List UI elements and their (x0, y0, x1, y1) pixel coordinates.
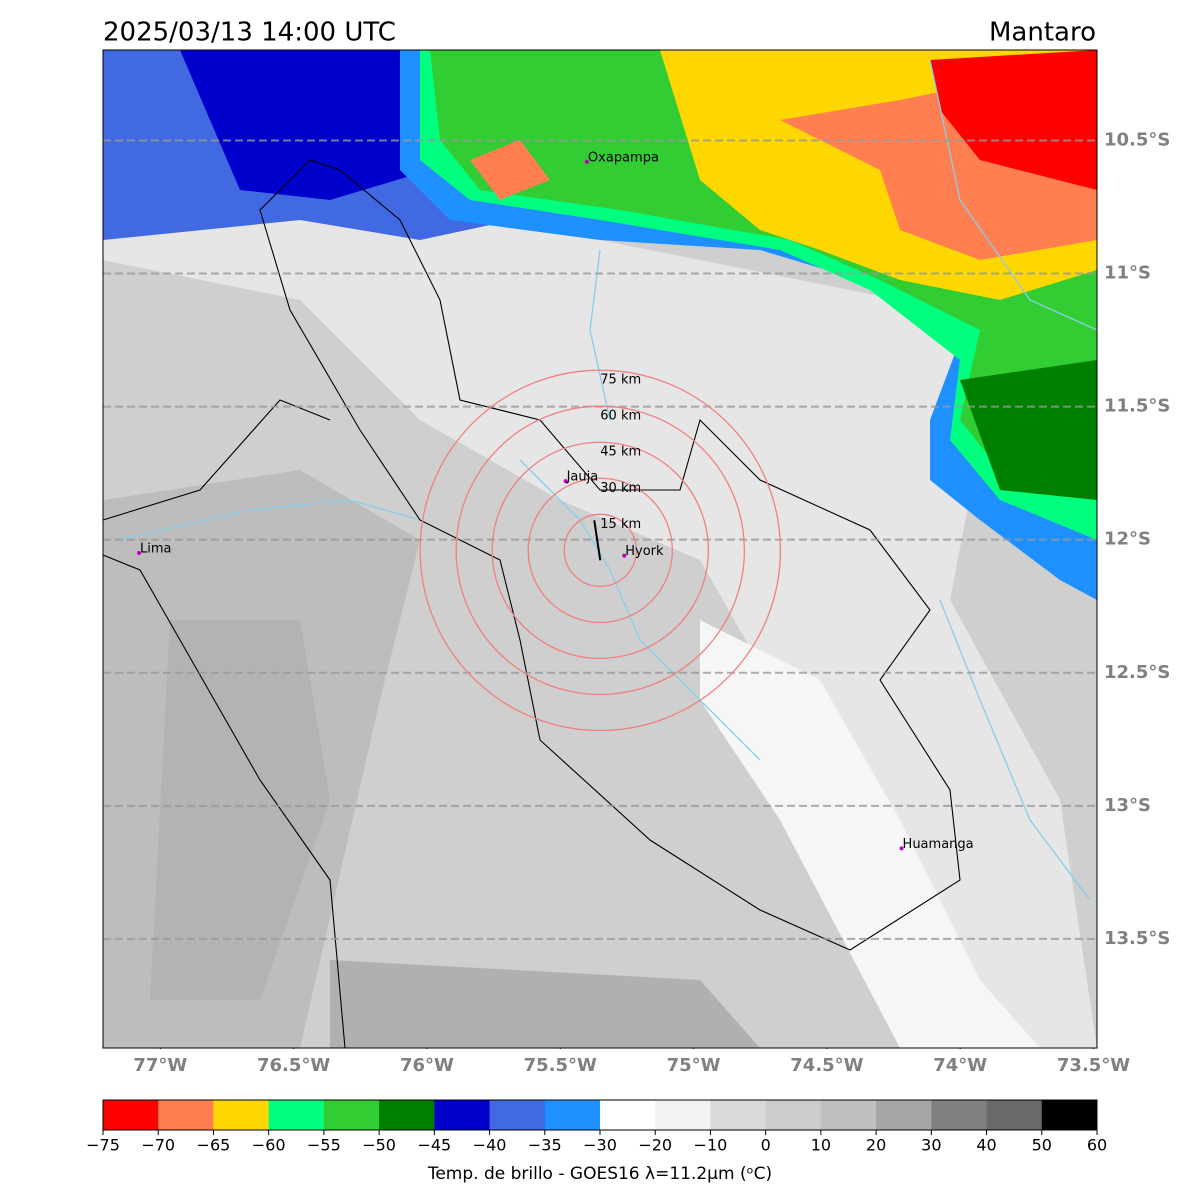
colorbar-tick-label: −10 (694, 1136, 728, 1155)
range-ring (527, 477, 673, 624)
lon-label: 75.5°W (524, 1055, 597, 1076)
range-label: 75 km (600, 373, 641, 388)
colorbar-tick-label: −60 (252, 1136, 286, 1155)
colorbar-tick-label: 30 (921, 1136, 941, 1155)
lon-label: 75°W (667, 1055, 721, 1076)
colorbar-segment (323, 1100, 380, 1130)
colorbar-segment (1041, 1100, 1098, 1130)
colorbar-segment (489, 1100, 546, 1130)
colorbar-tick-label: −65 (197, 1136, 231, 1155)
title: 2025/03/13 14:00 UTC (103, 18, 396, 48)
colorbar-segment (434, 1100, 491, 1130)
city-label: Oxapampa (588, 150, 659, 165)
range-label: 30 km (600, 481, 641, 496)
lat-label: 11.5°S (1104, 396, 1170, 417)
lon-label: 76.5°W (257, 1055, 330, 1076)
range-ring (563, 513, 637, 588)
lon-label: 74°W (933, 1055, 987, 1076)
colorbar-tick-label: −20 (638, 1136, 672, 1155)
lat-label: 11°S (1104, 263, 1151, 284)
city-label: Huamanga (903, 837, 974, 852)
colorbar-tick-label: 10 (811, 1136, 831, 1155)
colorbar-segment (710, 1100, 767, 1130)
colorbar-segment (544, 1100, 601, 1130)
boundaries (102, 159, 961, 1049)
city-marker (136, 550, 141, 555)
colorbar-tick-label: 60 (1087, 1136, 1107, 1155)
colorbar-segment (158, 1100, 214, 1130)
satellite-image (103, 50, 1097, 1048)
colorbar-tick-label: 20 (866, 1136, 886, 1155)
city-label: Jauja (566, 470, 599, 485)
colorbar-tick-label: −30 (583, 1136, 617, 1155)
colorbar-tick-label: −45 (417, 1136, 451, 1155)
colorbar-tick-label: 50 (1032, 1136, 1052, 1155)
colorbar-label: Temp. de brillo - GOES16 λ=11.2μm (ᵒC) (427, 1164, 772, 1184)
map-frame (102, 49, 1098, 1049)
range-ring (419, 369, 782, 732)
city-label: Lima (140, 541, 171, 556)
lon-label: 76°W (400, 1055, 454, 1076)
lat-label: 12.5°S (1104, 662, 1170, 683)
colorbar-tick-label: −35 (528, 1136, 562, 1155)
colorbar-segment (931, 1100, 988, 1130)
range-ring (491, 441, 710, 660)
colorbar-tick-label: 0 (761, 1136, 771, 1155)
rivers (119, 59, 1098, 901)
colorbar-tick-label: 40 (976, 1136, 996, 1155)
colorbar-tick-label: −40 (473, 1136, 507, 1155)
lat-label: 12°S (1104, 529, 1151, 550)
lon-label: 74.5°W (790, 1055, 863, 1076)
lat-label: 10.5°S (1104, 129, 1170, 150)
colorbar-tick-label: −55 (307, 1136, 341, 1155)
city-marker (899, 846, 904, 851)
colorbar-segment (876, 1100, 932, 1130)
colorbar-segment (820, 1100, 877, 1130)
colorbar-segment (765, 1100, 822, 1130)
colorbar-segment (600, 1100, 656, 1130)
colorbar-tick-label: −70 (141, 1136, 175, 1155)
city-marker (584, 159, 589, 164)
colorbar-tick-label: −50 (362, 1136, 396, 1155)
region-name: Mantaro (989, 18, 1096, 48)
colorbar-segment (655, 1100, 711, 1130)
lon-label: 77°W (133, 1055, 187, 1076)
city-label: Hyork (625, 544, 664, 559)
colorbar-segment (986, 1100, 1043, 1130)
range-ring (455, 405, 746, 696)
range-label: 45 km (600, 445, 641, 460)
colorbar-segment (268, 1100, 325, 1130)
colorbar-tick-label: −75 (86, 1136, 120, 1155)
lat-label: 13.5°S (1104, 928, 1170, 949)
colorbar-segment (103, 1100, 159, 1130)
colorbar-segment (213, 1100, 270, 1130)
colorbar-segment (379, 1100, 435, 1130)
radar-beam (593, 520, 602, 561)
city-marker (563, 479, 568, 484)
range-label: 15 km (600, 517, 641, 532)
city-marker (622, 553, 627, 558)
lat-label: 13°S (1104, 795, 1151, 816)
lon-label: 73.5°W (1057, 1055, 1130, 1076)
range-label: 60 km (600, 409, 641, 424)
